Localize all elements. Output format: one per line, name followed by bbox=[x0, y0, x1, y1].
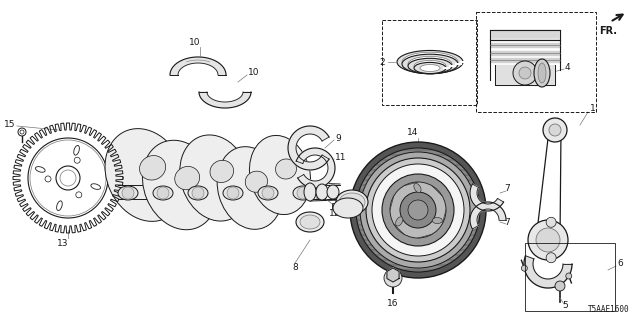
Text: 15: 15 bbox=[3, 119, 15, 129]
Ellipse shape bbox=[336, 190, 368, 214]
Ellipse shape bbox=[140, 156, 166, 180]
Ellipse shape bbox=[300, 215, 320, 229]
Polygon shape bbox=[170, 57, 226, 75]
Polygon shape bbox=[199, 92, 251, 108]
Text: 8: 8 bbox=[292, 263, 298, 273]
Ellipse shape bbox=[296, 212, 324, 232]
Ellipse shape bbox=[143, 140, 218, 230]
Text: 6: 6 bbox=[617, 260, 623, 268]
Circle shape bbox=[262, 187, 274, 199]
Circle shape bbox=[408, 200, 428, 220]
Circle shape bbox=[192, 187, 204, 199]
Text: 11: 11 bbox=[335, 153, 346, 162]
Ellipse shape bbox=[217, 147, 283, 229]
Circle shape bbox=[400, 192, 436, 228]
Ellipse shape bbox=[276, 159, 296, 179]
Text: 13: 13 bbox=[57, 238, 68, 247]
Circle shape bbox=[372, 164, 464, 256]
Ellipse shape bbox=[245, 171, 268, 192]
Text: FR.: FR. bbox=[599, 26, 617, 36]
Polygon shape bbox=[296, 148, 335, 188]
Text: 9: 9 bbox=[335, 133, 340, 142]
Ellipse shape bbox=[339, 193, 365, 211]
Ellipse shape bbox=[223, 186, 243, 200]
Ellipse shape bbox=[180, 135, 250, 221]
FancyBboxPatch shape bbox=[333, 204, 348, 210]
Circle shape bbox=[356, 148, 480, 272]
Bar bbox=[525, 243, 615, 311]
Text: 4: 4 bbox=[565, 62, 571, 71]
Text: 10: 10 bbox=[189, 37, 201, 46]
Ellipse shape bbox=[397, 51, 463, 74]
Polygon shape bbox=[387, 268, 399, 282]
Bar bbox=[382, 20, 477, 105]
Ellipse shape bbox=[304, 183, 316, 201]
Ellipse shape bbox=[396, 217, 403, 226]
Text: 10: 10 bbox=[248, 68, 259, 76]
Circle shape bbox=[536, 228, 560, 252]
Text: 16: 16 bbox=[387, 299, 399, 308]
Ellipse shape bbox=[414, 62, 446, 74]
Polygon shape bbox=[288, 126, 329, 170]
Circle shape bbox=[227, 187, 239, 199]
Circle shape bbox=[528, 220, 568, 260]
Text: 3: 3 bbox=[545, 33, 551, 42]
Ellipse shape bbox=[258, 186, 278, 200]
Ellipse shape bbox=[538, 63, 546, 83]
Ellipse shape bbox=[333, 198, 363, 218]
Ellipse shape bbox=[402, 52, 458, 72]
Circle shape bbox=[157, 187, 169, 199]
Ellipse shape bbox=[408, 56, 452, 72]
Ellipse shape bbox=[210, 160, 234, 182]
Text: 17: 17 bbox=[314, 193, 325, 202]
Circle shape bbox=[390, 182, 446, 238]
Ellipse shape bbox=[118, 186, 138, 200]
Circle shape bbox=[543, 118, 567, 142]
Ellipse shape bbox=[327, 185, 339, 199]
Ellipse shape bbox=[420, 65, 440, 71]
Circle shape bbox=[555, 281, 565, 291]
Polygon shape bbox=[524, 256, 572, 288]
Circle shape bbox=[366, 158, 470, 262]
Circle shape bbox=[566, 273, 572, 279]
Circle shape bbox=[549, 124, 561, 136]
Circle shape bbox=[513, 61, 537, 85]
Polygon shape bbox=[470, 184, 504, 211]
Ellipse shape bbox=[414, 183, 421, 193]
Circle shape bbox=[384, 269, 402, 287]
Circle shape bbox=[297, 187, 309, 199]
Circle shape bbox=[546, 217, 556, 227]
Ellipse shape bbox=[432, 218, 442, 224]
Ellipse shape bbox=[402, 54, 458, 74]
Ellipse shape bbox=[153, 186, 173, 200]
Text: 2: 2 bbox=[380, 58, 385, 67]
Circle shape bbox=[350, 142, 486, 278]
Text: 14: 14 bbox=[407, 127, 419, 137]
Text: 12: 12 bbox=[328, 209, 340, 218]
Circle shape bbox=[382, 174, 454, 246]
Text: T5AAE1600: T5AAE1600 bbox=[588, 305, 630, 314]
Circle shape bbox=[546, 253, 556, 263]
Ellipse shape bbox=[188, 186, 208, 200]
Circle shape bbox=[122, 187, 134, 199]
Text: 1: 1 bbox=[590, 103, 596, 113]
Text: 7: 7 bbox=[504, 218, 510, 227]
Circle shape bbox=[519, 67, 531, 79]
Text: 7: 7 bbox=[504, 183, 510, 193]
Text: 5: 5 bbox=[562, 301, 568, 310]
Circle shape bbox=[522, 265, 527, 271]
Circle shape bbox=[360, 152, 476, 268]
Bar bbox=[476, 12, 596, 112]
Ellipse shape bbox=[175, 166, 200, 190]
Ellipse shape bbox=[250, 135, 310, 214]
Ellipse shape bbox=[408, 58, 452, 74]
Ellipse shape bbox=[414, 60, 446, 72]
Ellipse shape bbox=[316, 184, 328, 200]
Ellipse shape bbox=[534, 59, 550, 87]
Ellipse shape bbox=[105, 129, 185, 221]
Ellipse shape bbox=[293, 186, 313, 200]
Polygon shape bbox=[470, 202, 506, 229]
